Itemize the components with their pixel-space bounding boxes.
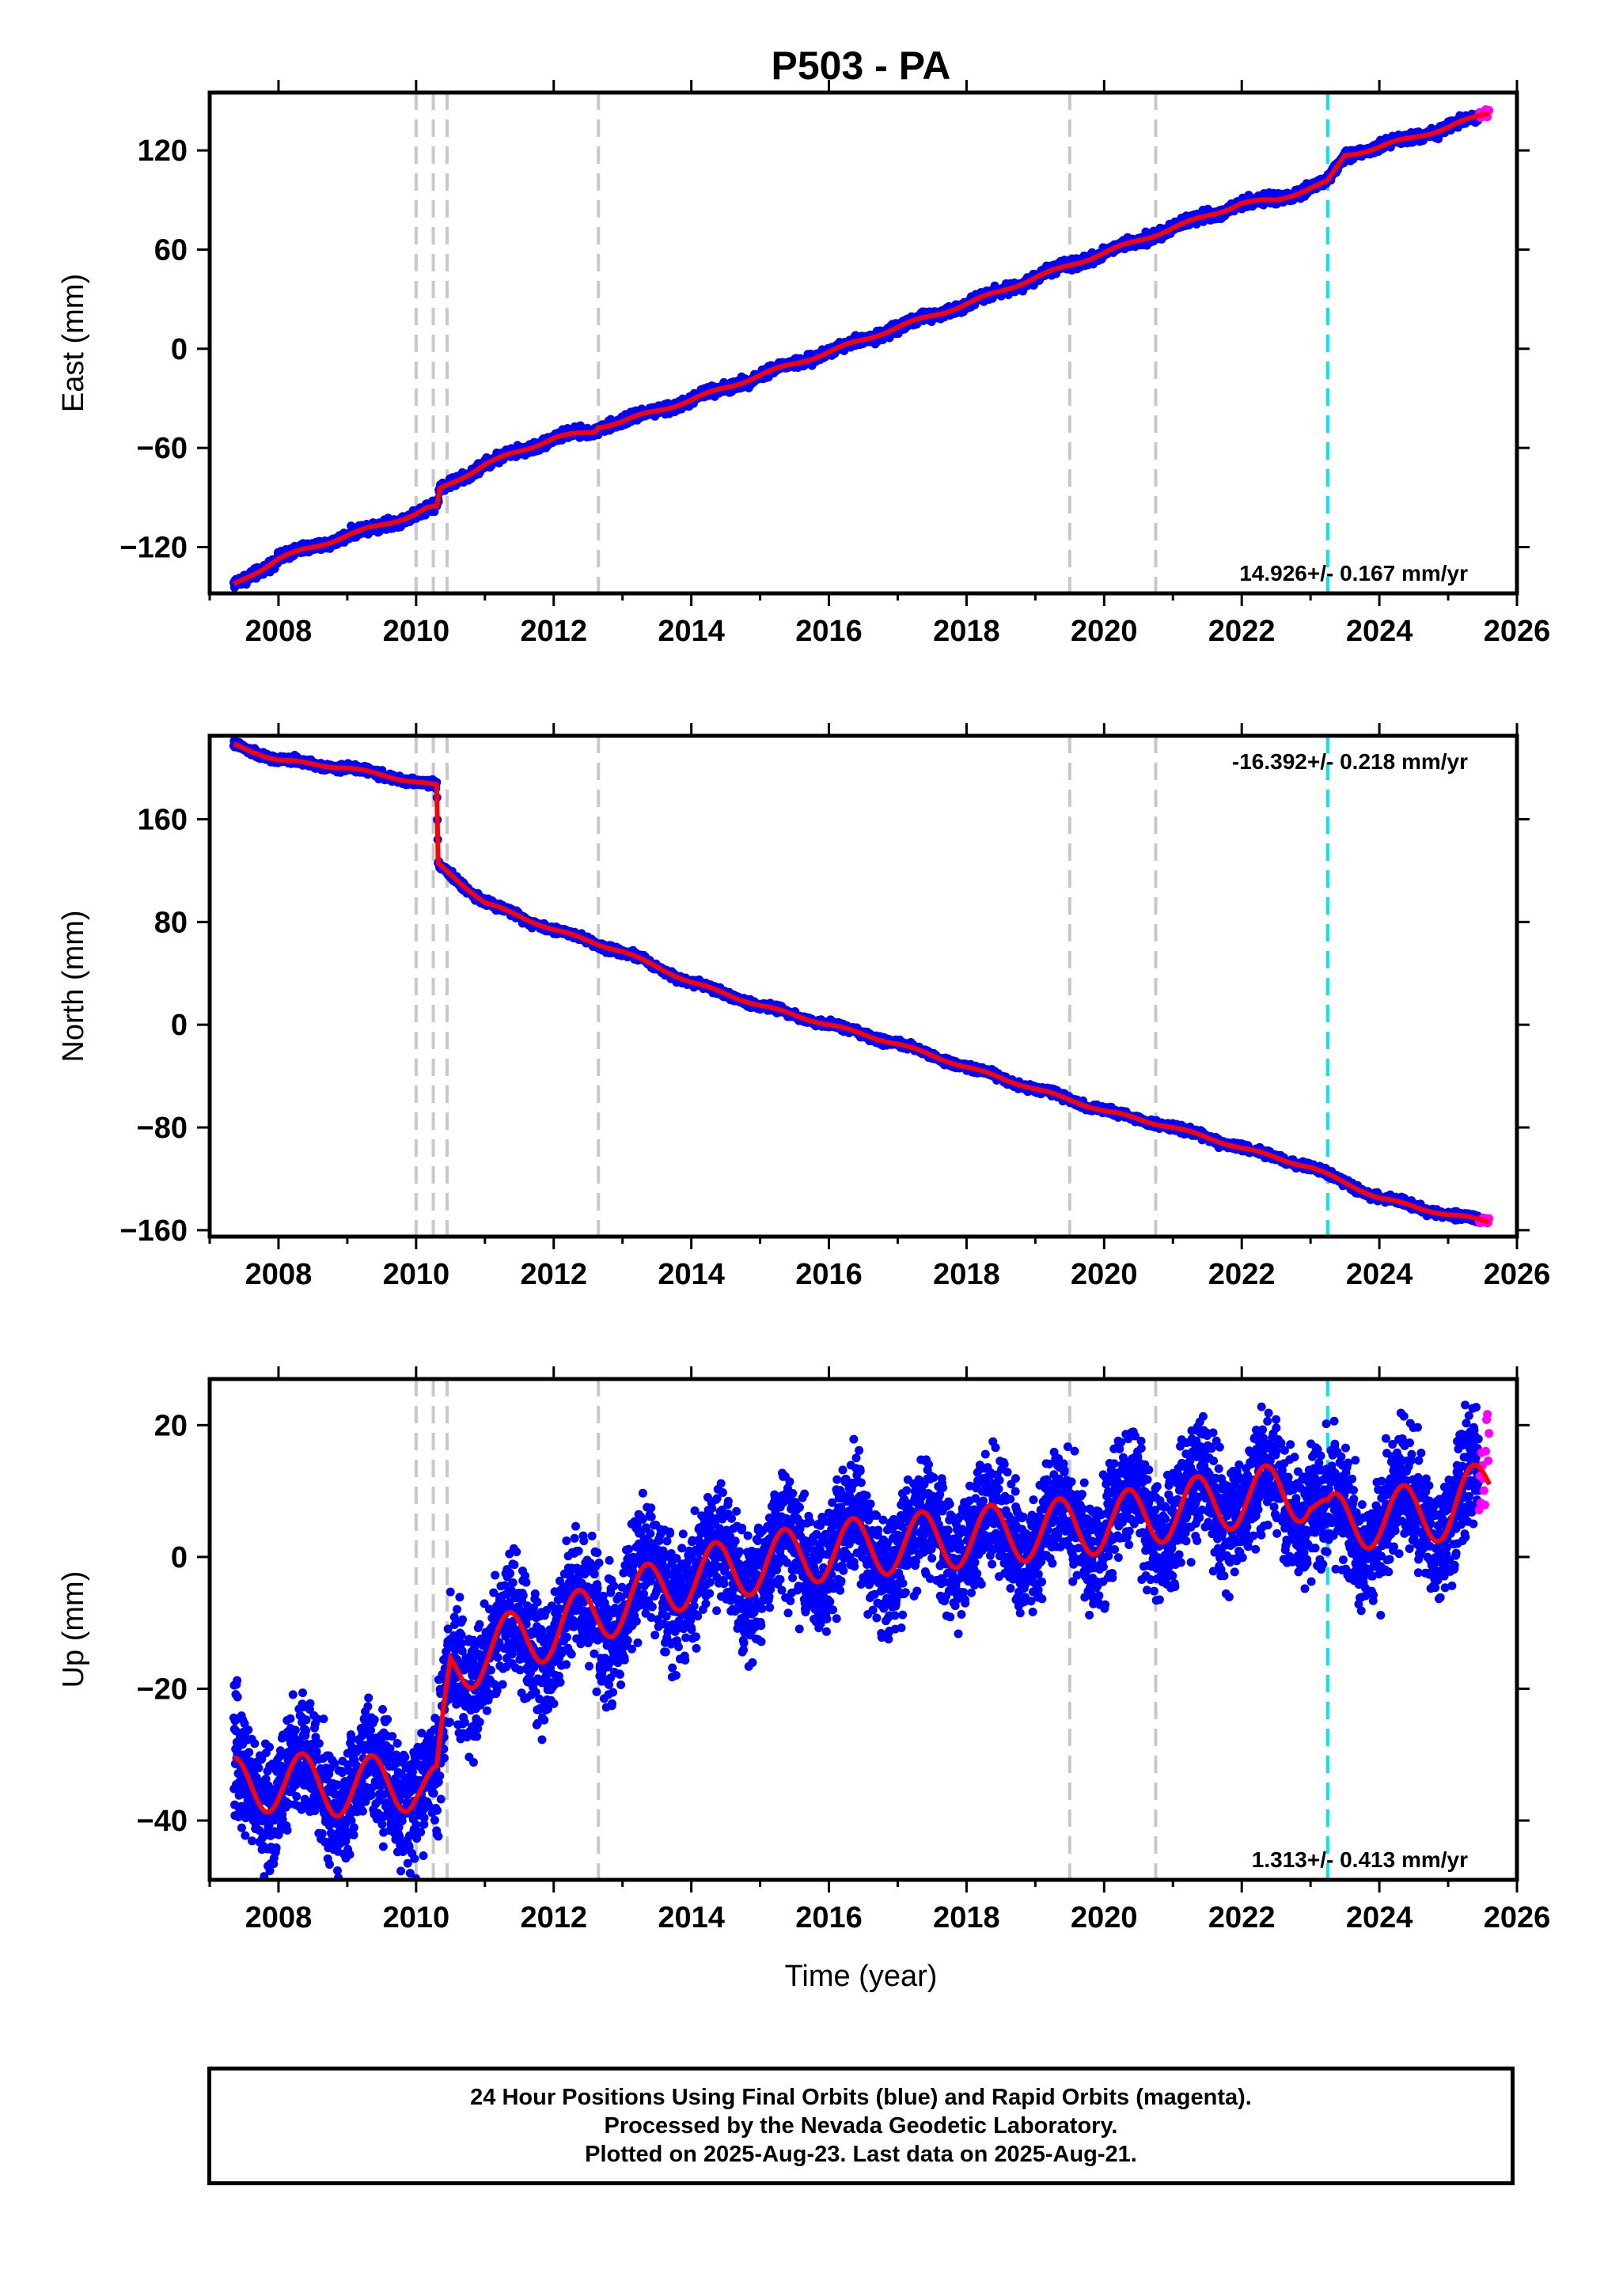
east-x-tick-label: 2008 — [245, 615, 313, 648]
east-x-tick-label: 2012 — [520, 615, 587, 648]
east-x-tick-label: 2010 — [383, 615, 450, 648]
east-y-tick-label: −60 — [137, 432, 188, 465]
north-panel: 2008 2010 2012 2014 2016 2018 2020 2022 2024 2026… — [57, 723, 1550, 1291]
east-y-tick-label: 120 — [138, 135, 188, 168]
east-y-tick-label: −120 — [119, 532, 188, 565]
east-x-tick-label: 2014 — [658, 615, 725, 648]
east-x-tick-label: 2016 — [795, 615, 863, 648]
east-x-tick-label: 2022 — [1208, 615, 1276, 648]
east-y-tick-label: 0 — [171, 333, 188, 366]
east-y-tick-label: 60 — [154, 233, 188, 267]
east-panel: 2008 2010 2012 2014 2016 2018 2020 2022 2024 2026… — [57, 80, 1550, 648]
east-rate-label: 14.926+/- 0.167 mm/yr — [1239, 561, 1468, 585]
east-x-tick-label: 2018 — [933, 615, 1000, 648]
east-x-tick-label: 2024 — [1346, 615, 1413, 648]
east-x-tick-label: 2026 — [1484, 615, 1551, 648]
figure-title: P503 - PA — [772, 44, 951, 88]
north-plot-area — [229, 736, 1494, 1237]
east-x-tick-label: 2020 — [1071, 615, 1138, 648]
east-plot-area — [229, 93, 1494, 593]
east-y-axis-label: East (mm) — [57, 274, 90, 412]
